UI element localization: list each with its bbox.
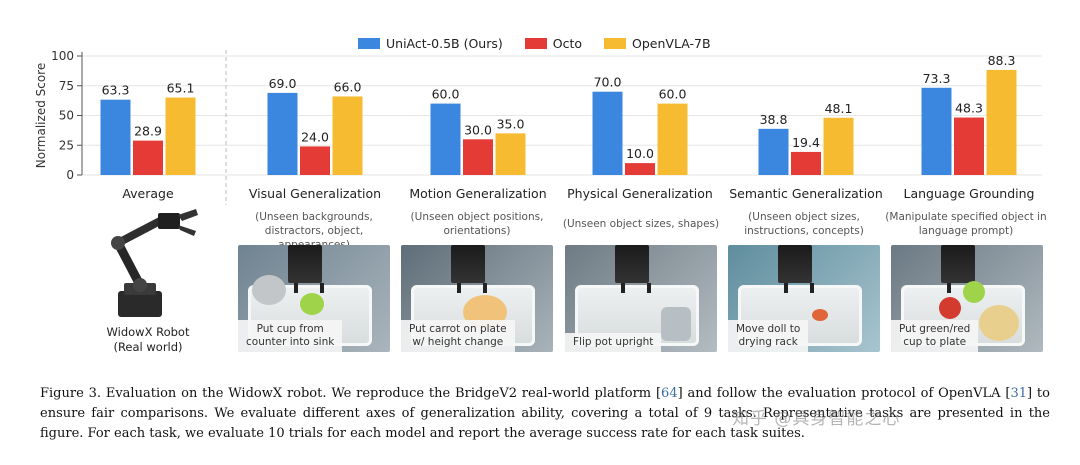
y-tick-label: 25 xyxy=(59,138,74,152)
bar xyxy=(100,99,131,175)
legend-swatch-openvla xyxy=(604,38,627,49)
citation-link[interactable]: 64 xyxy=(661,386,678,401)
bar-value-label: 65.1 xyxy=(167,81,195,96)
watermark: 知乎 @具身智能之心 xyxy=(732,409,901,429)
bar-value-label: 66.0 xyxy=(334,79,362,94)
legend-swatch-uniact xyxy=(358,38,380,49)
subtitle-language: (Manipulate specified object in language… xyxy=(885,211,1047,237)
task-label: Put carrot on plate w/ height change xyxy=(401,320,515,352)
legend: UniAct-0.5B (Ours) Octo OpenVLA-7B xyxy=(358,36,711,51)
caption-mid: ] and follow the evaluation protocol of … xyxy=(677,386,1011,401)
citation-link[interactable]: 31 xyxy=(1010,386,1028,401)
task-photo: Put carrot on plate w/ height change xyxy=(401,245,553,352)
subtitle-physical: (Unseen object sizes, shapes) xyxy=(562,218,720,230)
y-tick-label: 100 xyxy=(51,49,74,63)
legend-item-uniact: UniAct-0.5B (Ours) xyxy=(358,36,503,51)
bar-value-label: 19.4 xyxy=(792,135,820,150)
figure-caption: Figure 3. Evaluation on the WidowX robot… xyxy=(40,384,1050,444)
bar-value-label: 38.8 xyxy=(760,112,788,127)
bar xyxy=(267,92,298,175)
bar xyxy=(791,151,821,175)
bar-value-label: 60.0 xyxy=(659,87,687,102)
bar-value-label: 70.0 xyxy=(594,75,622,90)
bar-value-label: 28.9 xyxy=(134,124,162,139)
task-label: Put cup from counter into sink xyxy=(238,320,343,352)
bar-value-label: 48.3 xyxy=(955,101,983,116)
bar xyxy=(592,91,623,175)
task-label: Move doll to drying rack xyxy=(728,320,809,352)
caption-prefix: Figure 3. Evaluation on the WidowX robot… xyxy=(40,386,662,401)
task-photo: Put green/red cup to plate xyxy=(891,245,1043,352)
task-label: Flip pot upright xyxy=(565,333,662,352)
bar xyxy=(921,87,952,175)
y-tick-label: 50 xyxy=(59,109,74,123)
bar xyxy=(463,139,493,175)
subtitle-semantic: (Unseen object sizes, instructions, conc… xyxy=(744,211,864,237)
robot-caption: WidowX Robot (Real world) xyxy=(106,325,190,354)
legend-item-octo: Octo xyxy=(524,36,583,51)
bar-value-label: 30.0 xyxy=(464,122,492,137)
bar xyxy=(758,128,789,175)
subtitle-motion: (Unseen object positions, orientations) xyxy=(410,211,544,237)
bar xyxy=(133,140,163,175)
bar-value-label: 10.0 xyxy=(626,146,654,161)
y-axis-label: Normalized Score xyxy=(34,63,48,168)
x-category-label: Visual Generalization xyxy=(249,186,381,201)
x-category-label: Semantic Generalization xyxy=(729,186,883,201)
legend-item-openvla: OpenVLA-7B xyxy=(604,36,711,51)
x-category-label: Average xyxy=(122,186,174,201)
bar-value-label: 60.0 xyxy=(432,87,460,102)
x-category-label: Physical Generalization xyxy=(567,186,713,201)
y-tick-label: 75 xyxy=(59,79,74,93)
bar-value-label: 48.1 xyxy=(825,101,853,116)
bar-value-label: 73.3 xyxy=(923,71,951,86)
bar xyxy=(954,117,984,175)
legend-label-octo: Octo xyxy=(552,36,583,51)
bar xyxy=(430,103,461,175)
bar xyxy=(332,96,363,175)
legend-swatch-octo xyxy=(524,38,547,49)
legend-label-uniact: UniAct-0.5B (Ours) xyxy=(386,36,503,51)
bar xyxy=(625,163,655,175)
bar-value-label: 88.3 xyxy=(988,53,1016,68)
legend-label-openvla: OpenVLA-7B xyxy=(632,36,711,51)
bar xyxy=(657,103,688,175)
bar xyxy=(495,133,526,175)
task-photo: Put cup from counter into sink xyxy=(238,245,390,352)
bar xyxy=(300,146,330,175)
bar xyxy=(986,69,1017,175)
bar-value-label: 69.0 xyxy=(269,76,297,91)
figure: 0 25 50 75 100 Normalized Score 63.3 28.9 65.1 Av… xyxy=(34,36,1047,355)
task-photo: Move doll to drying rack xyxy=(728,245,880,352)
bar xyxy=(165,97,196,175)
bar-value-label: 35.0 xyxy=(497,116,525,131)
x-category-label: Language Grounding xyxy=(904,186,1035,201)
robot-arm-icon xyxy=(111,209,198,317)
bar-value-label: 24.0 xyxy=(301,129,329,144)
caption-suffix: ] to ensure fair comparisons. We evaluat… xyxy=(40,386,1050,441)
y-tick-label: 0 xyxy=(66,168,74,182)
bar xyxy=(823,117,854,175)
task-label: Put green/red cup to plate xyxy=(891,320,979,352)
task-photo: Flip pot upright xyxy=(565,245,717,352)
widowx-robot-image xyxy=(88,205,218,355)
x-category-label: Motion Generalization xyxy=(409,186,546,201)
bar-value-label: 63.3 xyxy=(102,83,130,98)
